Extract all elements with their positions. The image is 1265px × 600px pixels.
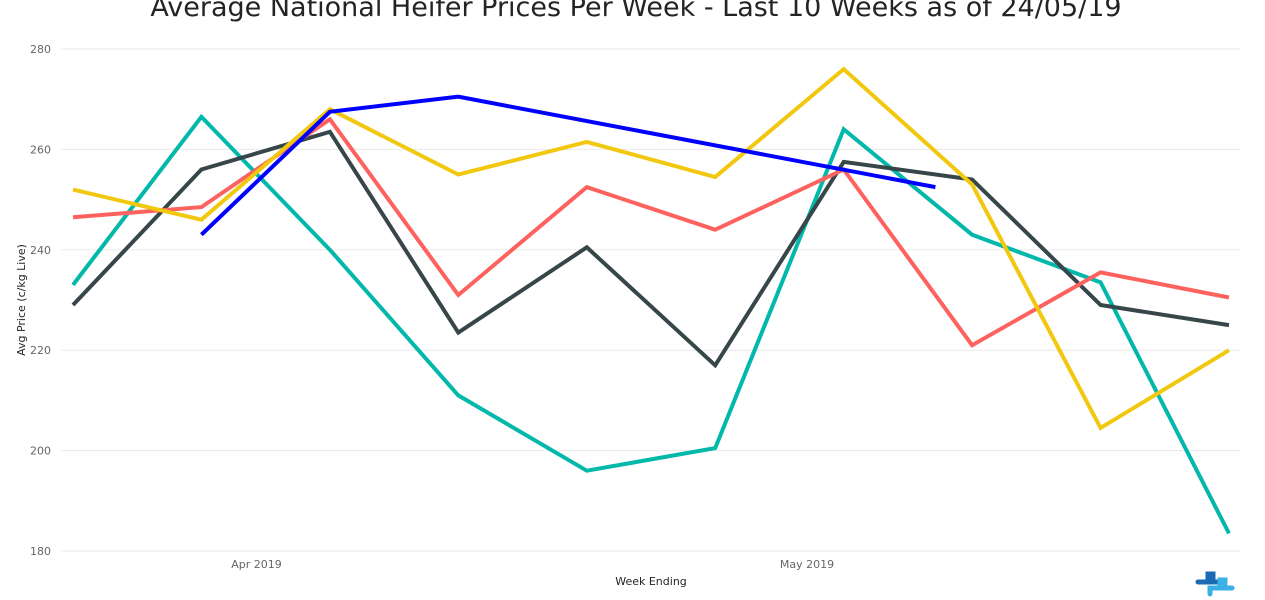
y-axis-ticks: 280 260 240 220 200 180 (30, 43, 51, 558)
y-tick-label: 240 (30, 244, 51, 257)
series-line-5 (200, 94, 936, 237)
gridlines (61, 48, 1240, 552)
series-line-3 (72, 116, 1230, 348)
y-tick-label: 260 (30, 143, 51, 156)
x-axis-ticks: Apr 2019 May 2019 (231, 558, 834, 571)
chart-title: Average National Heifer Prices Per Week … (150, 0, 1121, 23)
y-tick-label: 180 (30, 545, 51, 558)
brand-logo-icon (1195, 571, 1235, 597)
x-tick-label: May 2019 (780, 558, 834, 571)
y-axis-label: Avg Price (c/kg Live) (15, 244, 28, 356)
x-axis-label: Week Ending (615, 575, 687, 588)
series-lines (71, 66, 1231, 535)
x-tick-label: Apr 2019 (231, 558, 282, 571)
y-tick-label: 220 (30, 344, 51, 357)
series-line-1 (71, 113, 1231, 535)
series-line-4 (72, 66, 1231, 431)
y-tick-label: 280 (30, 43, 51, 56)
y-tick-label: 200 (30, 445, 51, 458)
series-line-2 (71, 129, 1230, 369)
